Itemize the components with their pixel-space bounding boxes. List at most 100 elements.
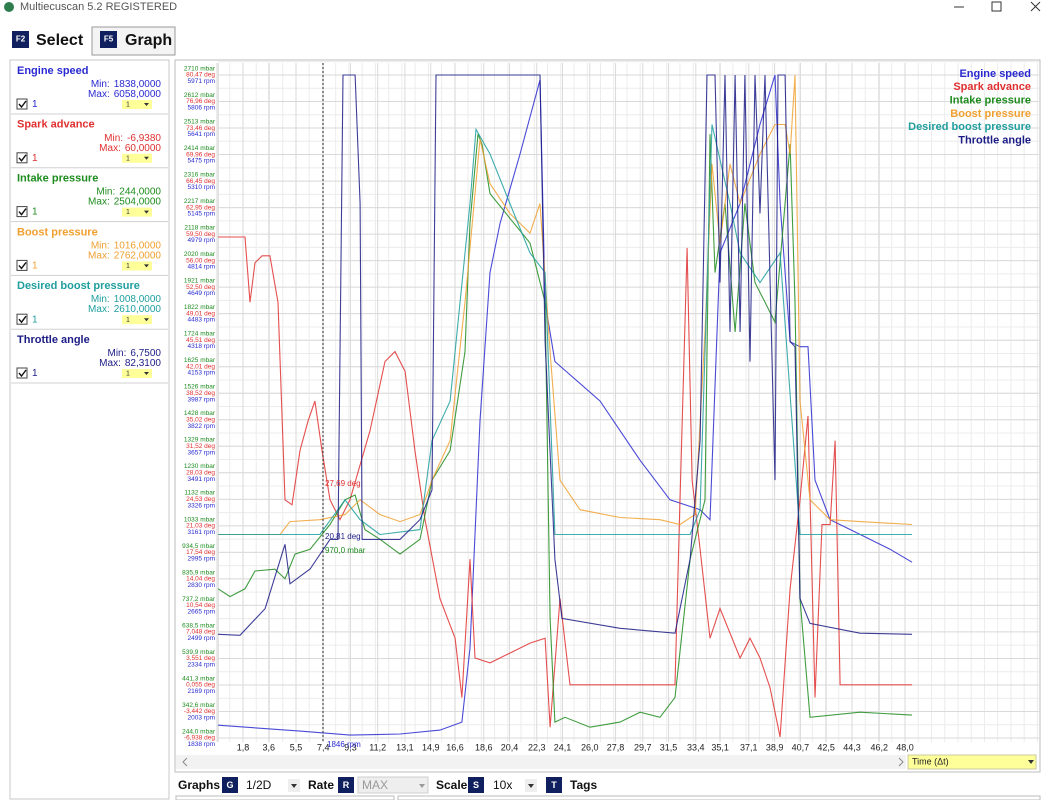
x-tick-label: 29,7 (634, 742, 652, 752)
y-tick-label: 2316 mbar (184, 171, 216, 178)
key-badge[interactable] (338, 777, 354, 793)
y-tick-label: 4153 rpm (188, 370, 215, 377)
toolbar-label[interactable]: Tags (570, 778, 597, 792)
x-tick-label: 27,8 (607, 742, 625, 752)
checkbox-check (18, 208, 27, 216)
checkbox-box (16, 367, 28, 379)
min-caption: Min: (91, 294, 110, 305)
toolbar-value[interactable]: 10x (493, 778, 512, 792)
channel-checkbox[interactable] (16, 98, 28, 110)
scale-dropdown[interactable]: 1 (122, 261, 152, 271)
channel-sidebar (9, 59, 170, 800)
y-tick-label: 3987 rpm (188, 396, 215, 403)
y-tick-label: 2414 mbar (184, 145, 216, 152)
channel-checkbox[interactable] (16, 259, 28, 271)
series-line (218, 133, 913, 728)
y-tick-label: 2499 rpm (188, 635, 215, 642)
y-tick-label: 5310 rpm (188, 184, 215, 191)
key-badge[interactable] (222, 777, 238, 793)
channel-checkbox[interactable] (16, 313, 28, 325)
key-badge[interactable] (546, 777, 562, 793)
dropdown-box (122, 207, 152, 217)
y-tick-label: 49,01 deg (186, 310, 215, 317)
scrollbar[interactable] (176, 755, 906, 769)
scale-dropdown[interactable]: 1 (122, 207, 152, 217)
y-tick-label: 1428 mbar (184, 410, 216, 417)
legend-entry[interactable]: Throttle angle (958, 134, 1031, 146)
y-tick-label: 2995 rpm (188, 555, 215, 562)
time-mode-dropdown[interactable]: Time (Δt) (907, 754, 1037, 770)
y-tick-label: 28,03 deg (186, 470, 215, 477)
y-tick-label: 4814 rpm (188, 264, 215, 271)
dropdown-arrow (144, 318, 149, 322)
dropdown-box (122, 369, 152, 378)
scale-dropdown[interactable]: 1 (122, 315, 152, 325)
channel-checkbox[interactable] (16, 152, 28, 164)
bottom-toolbar: Graphs G 1/2D Rate R MAX Scale S 10x T T… (175, 776, 1041, 800)
x-tick-label: 35,1 (711, 742, 729, 752)
y-tick-label: 3161 rpm (188, 529, 215, 536)
x-tick-label: 18,6 (475, 742, 493, 752)
y-tick-label: 1033 mbar (184, 516, 216, 523)
y-tick-label: 5475 rpm (188, 158, 215, 165)
legend-entry[interactable]: Boost pressure (950, 108, 1031, 120)
x-tick-label: 33,4 (687, 742, 705, 752)
checkbox-check (18, 154, 27, 162)
channel-enabled: 1 (32, 314, 38, 325)
checkbox-check (18, 100, 27, 109)
channel-checkbox[interactable] (16, 367, 28, 379)
dropdown-value: 1 (126, 371, 130, 378)
key-label: F5 (104, 35, 114, 44)
checkbox-box (16, 313, 28, 325)
y-tick-label: 45,51 deg (186, 337, 215, 344)
max-caption: Max: (99, 142, 121, 153)
channel-min: Min: -6,9380 (104, 132, 161, 143)
rate-select[interactable] (357, 776, 429, 794)
scroll-right[interactable] (898, 757, 904, 767)
legend-entry[interactable]: Engine speed (959, 68, 1031, 80)
y-tick-label: 21,03 deg (186, 523, 215, 530)
scale-dropdown[interactable]: 1 (122, 369, 152, 378)
channel-name: Desired boost pressure (17, 280, 140, 292)
y-tick-label: 5971 rpm (188, 78, 215, 85)
legend-entry[interactable]: Spark advance (953, 81, 1031, 93)
key-badge (12, 31, 29, 48)
key-label: G (226, 780, 233, 790)
channel-checkbox[interactable] (16, 206, 28, 218)
dropdown-arrow (419, 784, 425, 788)
x-axis: 1,8 3,6 5,5 7,4 9,3 11,2 13,1 14,9 16,6 18,6 20,4 2… (237, 742, 914, 752)
close-button[interactable] (1030, 1, 1041, 12)
max-value: 82,3100 (125, 358, 162, 369)
legend-entry[interactable]: Desired boost pressure (908, 121, 1031, 133)
y-tick-label: 1526 mbar (184, 384, 216, 391)
tab-graph[interactable]: F5 Graph (91, 26, 176, 56)
channel-enabled: 1 (32, 368, 38, 379)
channel-min: Min: 1838,0000 (91, 79, 162, 90)
x-tick-label: 5,5 (290, 742, 303, 752)
scale-dropdown[interactable]: 1 (122, 100, 152, 109)
toolbar-value[interactable]: 1/2D (246, 778, 272, 792)
scroll-left[interactable] (182, 757, 188, 767)
checkbox-box (16, 259, 28, 271)
tab-select[interactable]: F2 Select (12, 31, 84, 49)
max-value: 2504,0000 (114, 196, 162, 207)
key-badge[interactable] (468, 777, 484, 793)
cursor-readouts: 27,69 deg 20,81 deg 970,0 mbar 1846 rpm (325, 479, 366, 749)
dropdown-label: Time (Δt) (912, 756, 949, 766)
checkbox-check (18, 369, 27, 378)
min-caption: Min: (91, 79, 110, 90)
checkbox-box (16, 152, 28, 164)
legend-entry[interactable]: Intake pressure (950, 95, 1031, 107)
maximize-button[interactable] (991, 1, 1002, 12)
toolbar-label: Rate (308, 778, 334, 792)
y-tick-label: 0,055 deg (186, 682, 215, 689)
channel-name: Intake pressure (17, 173, 98, 185)
scale-dropdown[interactable]: 1 (122, 153, 152, 163)
x-tick-label: 9,3 (344, 742, 357, 752)
channel-enabled: 1 (32, 153, 38, 164)
channel-enabled: 1 (32, 99, 38, 110)
